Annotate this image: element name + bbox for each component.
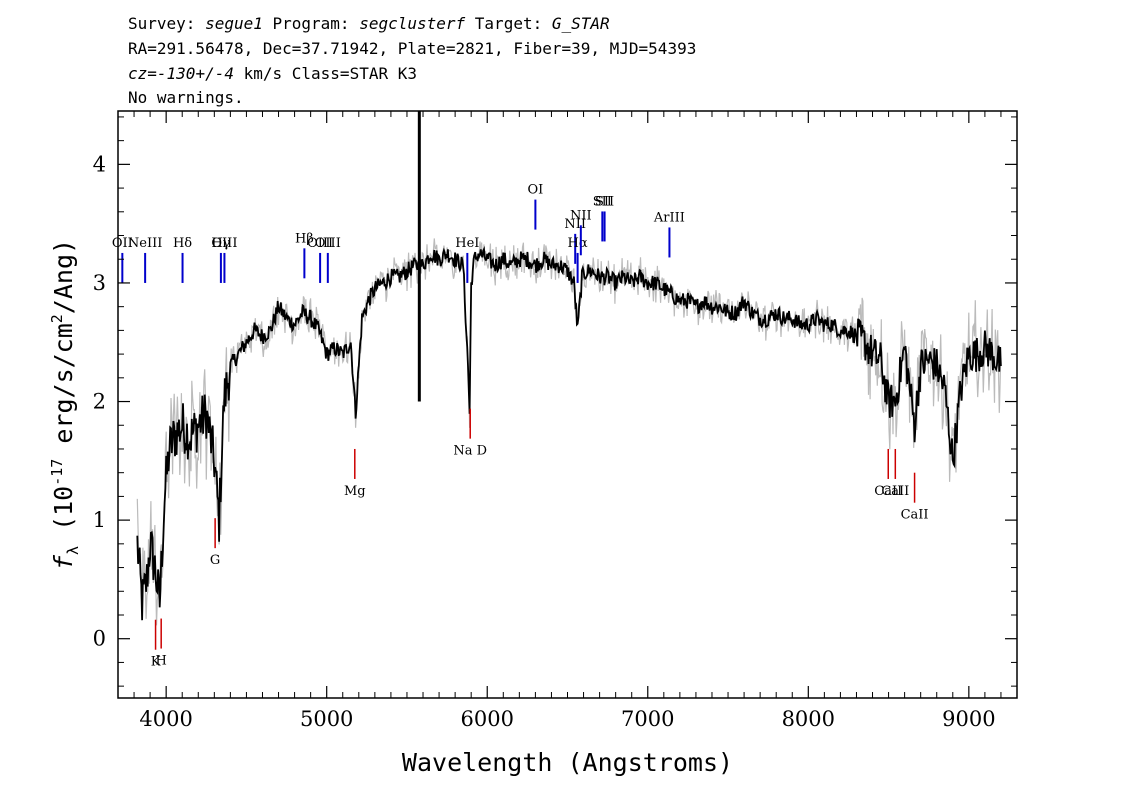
emission-line-11: Hα bbox=[568, 236, 588, 283]
x-tick-label: 4000 bbox=[139, 707, 192, 731]
emission-line-1: NeIII bbox=[128, 236, 162, 283]
emission-line-label: HeI bbox=[455, 236, 479, 251]
emission-line-label: OI bbox=[527, 183, 543, 198]
header-line-4: No warnings. bbox=[128, 88, 244, 107]
absorption-line-4: Na D bbox=[453, 408, 487, 459]
x-tick-label: 6000 bbox=[461, 707, 514, 731]
absorption-line-2: G bbox=[210, 518, 220, 568]
x-axis-label: Wavelength (Angstroms) bbox=[402, 748, 733, 777]
x-tick-label: 9000 bbox=[942, 707, 995, 731]
emission-line-7: OIII bbox=[315, 236, 341, 283]
spectrum-series bbox=[136, 111, 1002, 621]
absorption-line-label: CaII bbox=[881, 484, 909, 499]
header-line-3: cz=-130+/-4 km/s Class=STAR K3 bbox=[128, 64, 417, 83]
y-tick-label: 1 bbox=[93, 508, 106, 532]
emission-line-label: NeIII bbox=[128, 236, 162, 251]
emission-line-0: OII bbox=[112, 236, 133, 283]
absorption-line-label: Na D bbox=[453, 444, 487, 459]
emission-line-label: SII bbox=[595, 194, 614, 209]
emission-line-label: NII bbox=[570, 208, 592, 223]
emission-line-label: SII bbox=[593, 194, 612, 209]
emission-line-15: ArIII bbox=[653, 210, 685, 258]
emission-line-label: OIII bbox=[307, 236, 333, 251]
emission-line-5: Hβ bbox=[295, 231, 314, 279]
absorption-line-3: Mg bbox=[344, 448, 366, 499]
emission-line-label: OII bbox=[112, 236, 133, 251]
emission-line-label: Hγ bbox=[211, 236, 230, 251]
header-line-2: RA=291.56478, Dec=37.71942, Plate=2821, … bbox=[128, 39, 696, 58]
emission-line-label: ArIII bbox=[653, 210, 685, 225]
x-tick-label: 8000 bbox=[782, 707, 835, 731]
emission-line-label: Hα bbox=[568, 236, 588, 251]
emission-line-label: Hβ bbox=[295, 231, 314, 246]
emission-line-label: Hδ bbox=[173, 236, 192, 251]
absorption-line-label: K bbox=[151, 655, 161, 670]
emission-line-12: NII bbox=[570, 208, 592, 256]
absorption-line-label: Mg bbox=[344, 484, 366, 499]
y-tick-label: 3 bbox=[93, 271, 106, 295]
noise-band bbox=[136, 238, 1002, 626]
axes: 4000 5000 6000 7000 8000 9000 0 1 2 3 4 bbox=[93, 111, 1018, 731]
absorption-line-1: H bbox=[156, 618, 167, 669]
emission-line-14: SII bbox=[595, 194, 614, 242]
absorption-line-label: CaII bbox=[901, 508, 929, 523]
y-tick-label: 4 bbox=[93, 152, 106, 176]
y-tick-label: 2 bbox=[93, 390, 106, 414]
emission-line-4: OIII bbox=[211, 236, 237, 283]
emission-line-2: Hδ bbox=[173, 236, 192, 283]
absorption-line-label: H bbox=[156, 654, 167, 669]
emission-line-13: SII bbox=[593, 194, 612, 242]
absorption-line-label: G bbox=[210, 553, 220, 568]
emission-line-label: OIII bbox=[315, 236, 341, 251]
emission-line-8: HeI bbox=[455, 236, 479, 283]
x-tick-label: 5000 bbox=[300, 707, 353, 731]
y-tick-label: 0 bbox=[93, 627, 106, 651]
emission-line-6: OIII bbox=[307, 236, 333, 283]
y-axis-label: fλ (10-17 erg/s/cm2/Ang) bbox=[48, 239, 82, 570]
spectrum-line bbox=[136, 245, 1002, 621]
absorption-line-0: K bbox=[151, 619, 161, 670]
absorption-line-label: CaII bbox=[874, 484, 902, 499]
x-tick-label: 7000 bbox=[621, 707, 674, 731]
emission-line-label: OIII bbox=[211, 236, 237, 251]
absorption-line-6: CaII bbox=[881, 448, 909, 499]
emission-line-9: OI bbox=[527, 183, 543, 230]
noise-band-path bbox=[136, 238, 1002, 626]
header-line-1: Survey: segue1 Program: segclusterf Targ… bbox=[128, 14, 610, 33]
absorption-line-7: CaII bbox=[901, 472, 929, 523]
emission-line-3: Hγ bbox=[211, 236, 231, 283]
absorption-line-5: CaII bbox=[874, 448, 902, 499]
